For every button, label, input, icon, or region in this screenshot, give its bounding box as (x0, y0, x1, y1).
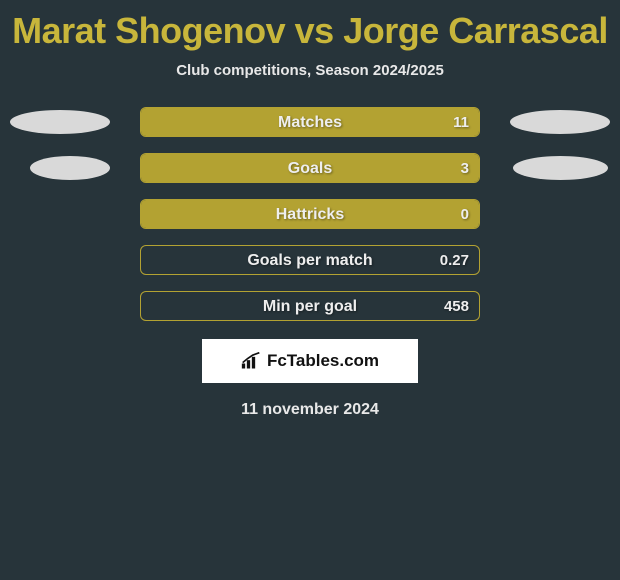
stat-label: Min per goal (141, 292, 479, 321)
stat-bar: Min per goal458 (140, 291, 480, 321)
date-text: 11 november 2024 (0, 401, 620, 419)
player-left-oval (10, 110, 110, 134)
stat-row: Goals per match0.27 (0, 245, 620, 275)
subtitle: Club competitions, Season 2024/2025 (0, 62, 620, 79)
stat-bar: Goals per match0.27 (140, 245, 480, 275)
stat-value: 0.27 (440, 246, 469, 275)
chart-icon (241, 352, 261, 370)
stat-bar: Goals3 (140, 153, 480, 183)
logo-box[interactable]: FcTables.com (202, 339, 418, 383)
stat-label: Matches (141, 108, 479, 137)
player-right-oval (510, 110, 610, 134)
stat-bar: Matches11 (140, 107, 480, 137)
player-right-oval (513, 156, 608, 180)
stats-container: Matches11 Goals3 Hattricks0 Goals per match… (0, 107, 620, 321)
stat-value: 458 (444, 292, 469, 321)
stat-row: Hattricks0 (0, 199, 620, 229)
stat-row: Goals3 (0, 153, 620, 183)
stat-row: Min per goal458 (0, 291, 620, 321)
stat-value: 3 (461, 154, 469, 183)
stat-value: 11 (453, 108, 469, 137)
stat-value: 0 (461, 200, 469, 229)
logo-text: FcTables.com (267, 351, 379, 371)
stat-label: Goals (141, 154, 479, 183)
stat-label: Goals per match (141, 246, 479, 275)
page-title: Marat Shogenov vs Jorge Carrascal (0, 0, 620, 52)
stat-row: Matches11 (0, 107, 620, 137)
player-left-oval (30, 156, 110, 180)
stat-label: Hattricks (141, 200, 479, 229)
stat-bar: Hattricks0 (140, 199, 480, 229)
